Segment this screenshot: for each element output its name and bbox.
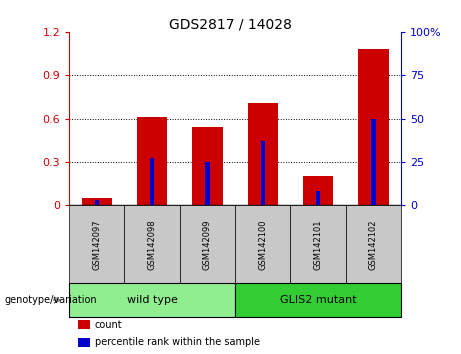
Text: GSM142097: GSM142097 bbox=[92, 219, 101, 270]
Text: GSM142102: GSM142102 bbox=[369, 219, 378, 269]
Text: GSM142101: GSM142101 bbox=[313, 219, 323, 269]
Text: GLIS2 mutant: GLIS2 mutant bbox=[280, 295, 356, 305]
Bar bbox=[248, 103, 278, 205]
Text: GSM142099: GSM142099 bbox=[203, 219, 212, 269]
Bar bbox=[358, 49, 389, 205]
Text: percentile rank within the sample: percentile rank within the sample bbox=[95, 337, 260, 348]
Bar bbox=[137, 117, 167, 205]
Bar bbox=[192, 127, 223, 205]
Bar bbox=[205, 162, 210, 205]
Bar bbox=[316, 192, 320, 205]
Bar bbox=[260, 141, 265, 205]
Text: GSM142098: GSM142098 bbox=[148, 219, 157, 270]
Bar bbox=[371, 119, 376, 205]
Text: GDS2817 / 14028: GDS2817 / 14028 bbox=[169, 18, 292, 32]
Bar bbox=[95, 200, 99, 205]
Bar bbox=[150, 159, 154, 205]
Text: wild type: wild type bbox=[127, 295, 177, 305]
Text: count: count bbox=[95, 320, 122, 330]
Text: genotype/variation: genotype/variation bbox=[5, 295, 97, 305]
Bar bbox=[82, 198, 112, 205]
Text: GSM142100: GSM142100 bbox=[258, 219, 267, 269]
Bar bbox=[303, 176, 333, 205]
